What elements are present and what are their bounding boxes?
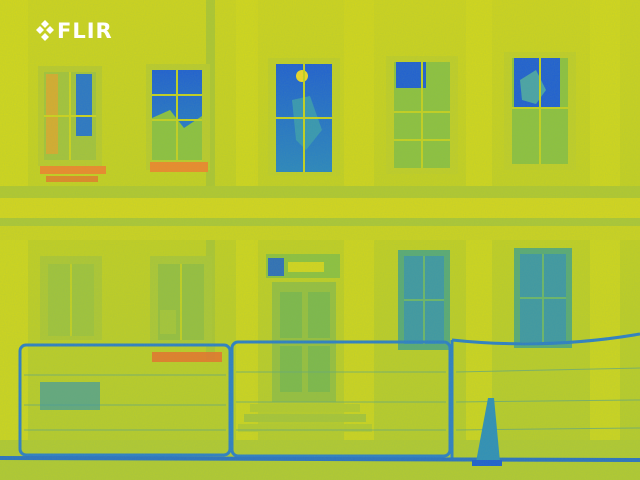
flir-diamond-logo-icon <box>36 20 54 41</box>
flir-logo-text: FLIR <box>57 18 113 43</box>
flir-logo: FLIR <box>36 20 113 42</box>
